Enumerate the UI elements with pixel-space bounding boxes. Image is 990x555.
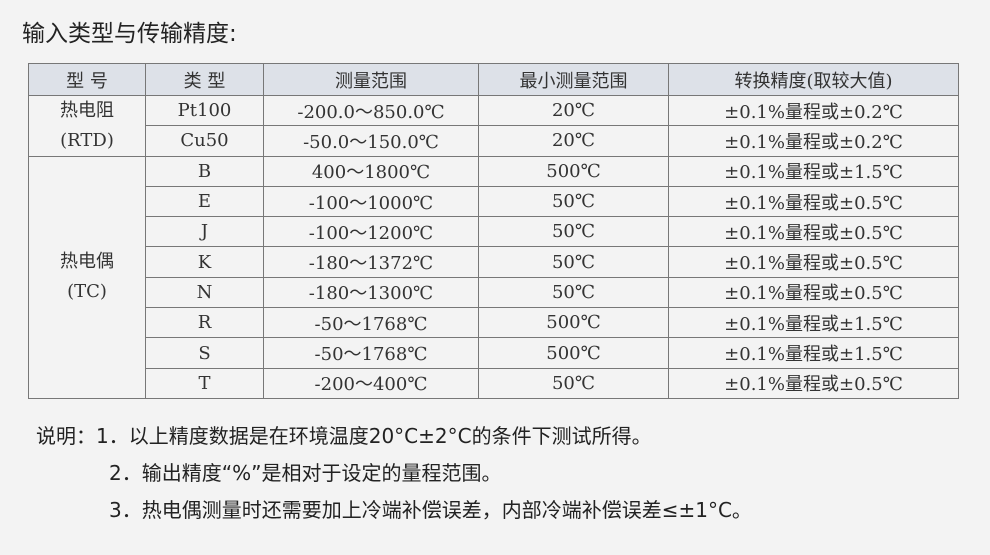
range-cell: -100～1200℃: [263, 216, 479, 248]
accuracy-cell: ±0.1%量程或±0.5℃: [668, 367, 959, 399]
model-name: 热电偶: [60, 251, 114, 273]
page-title: 输入类型与传输精度:: [22, 21, 237, 47]
model-abbr: (RTD): [60, 129, 114, 151]
min-range-cell: 50℃: [478, 246, 669, 278]
min-range-cell: 20℃: [478, 125, 669, 157]
range-cell: 400～1800℃: [263, 155, 479, 187]
accuracy-cell: ±0.1%量程或±0.5℃: [668, 246, 959, 278]
type-cell: T: [145, 367, 264, 399]
type-cell: J: [145, 216, 264, 248]
min-range-cell: 500℃: [478, 307, 669, 339]
header-accuracy: 转换精度(取较大值): [668, 63, 959, 96]
model-cell: 热电阻 (RTD): [28, 95, 146, 157]
table-header-row: 型 号 类 型 测量范围 最小测量范围 转换精度(取较大值): [28, 63, 959, 96]
table-row: 热电偶 (TC) B 400～1800℃ 500℃ ±0.1%量程或±1.5℃: [28, 155, 959, 399]
accuracy-cell: ±0.1%量程或±1.5℃: [668, 307, 959, 339]
table-row: Cu50 -50.0～150.0℃ 20℃ ±0.1%量程或±0.2℃: [29, 125, 959, 157]
note-item: 1．以上精度数据是在环境温度20°C±2°C的条件下测试所得。: [96, 424, 652, 448]
table-row: E -100～1000℃ 50℃ ±0.1%量程或±0.5℃: [29, 185, 959, 218]
accuracy-cell: ±0.1%量程或±0.2℃: [668, 125, 959, 157]
notes: 说明：1．以上精度数据是在环境温度20°C±2°C的条件下测试所得。 2．输出精…: [36, 418, 752, 529]
model-name: 热电阻: [60, 99, 114, 121]
header-model: 型 号: [28, 63, 146, 96]
accuracy-cell: ±0.1%量程或±1.5℃: [668, 337, 959, 369]
input-type-table: 型 号 类 型 测量范围 最小测量范围 转换精度(取较大值) 热电阻 (RTD) P…: [28, 63, 959, 399]
accuracy-cell: ±0.1%量程或±0.2℃: [668, 94, 959, 127]
range-cell: -50.0～150.0℃: [263, 125, 479, 157]
min-range-cell: 500℃: [478, 155, 669, 187]
min-range-cell: 20℃: [478, 94, 669, 127]
min-range-cell: 50℃: [478, 367, 669, 399]
range-cell: -200～400℃: [263, 367, 479, 399]
min-range-cell: 50℃: [478, 216, 669, 248]
type-cell: Pt100: [145, 94, 264, 127]
notes-label: 说明：: [36, 424, 96, 448]
range-cell: -100～1000℃: [263, 185, 479, 218]
table-row: S -50～1768℃ 500℃ ±0.1%量程或±1.5℃: [29, 337, 959, 369]
accuracy-cell: ±0.1%量程或±1.5℃: [668, 155, 959, 187]
accuracy-cell: ±0.1%量程或±0.5℃: [668, 276, 959, 309]
range-cell: -180～1372℃: [263, 246, 479, 278]
model-cell: 热电偶 (TC): [28, 155, 146, 399]
table-row: J -100～1200℃ 50℃ ±0.1%量程或±0.5℃: [29, 216, 959, 248]
range-cell: -180～1300℃: [263, 276, 479, 309]
table-row: N -180～1300℃ 50℃ ±0.1%量程或±0.5℃: [29, 276, 959, 309]
model-abbr: (TC): [67, 281, 107, 303]
type-cell: K: [145, 246, 264, 278]
range-cell: -200.0～850.0℃: [263, 94, 479, 127]
type-cell: B: [145, 155, 264, 187]
accuracy-cell: ±0.1%量程或±0.5℃: [668, 216, 959, 248]
type-cell: S: [145, 337, 264, 369]
note-item: 2．输出精度“%”是相对于设定的量程范围。: [109, 461, 502, 485]
type-cell: N: [145, 276, 264, 309]
header-min-range: 最小测量范围: [478, 63, 669, 96]
header-range: 测量范围: [263, 63, 479, 96]
table-row: R -50～1768℃ 500℃ ±0.1%量程或±1.5℃: [29, 307, 959, 339]
type-cell: R: [145, 307, 264, 339]
accuracy-cell: ±0.1%量程或±0.5℃: [668, 185, 959, 218]
min-range-cell: 50℃: [478, 276, 669, 309]
range-cell: -50～1768℃: [263, 337, 479, 369]
type-cell: Cu50: [145, 125, 264, 157]
note-item: 3．热电偶测量时还需要加上冷端补偿误差，内部冷端补偿误差≤±1°C。: [109, 498, 752, 522]
range-cell: -50～1768℃: [263, 307, 479, 339]
min-range-cell: 500℃: [478, 337, 669, 369]
table-row: 热电阻 (RTD) Pt100 -200.0～850.0℃ 20℃ ±0.1%量程或±0.…: [28, 94, 959, 157]
min-range-cell: 50℃: [478, 185, 669, 218]
header-type: 类 型: [145, 63, 264, 96]
table-row: T -200～400℃ 50℃ ±0.1%量程或±0.5℃: [29, 367, 959, 399]
table-row: K -180～1372℃ 50℃ ±0.1%量程或±0.5℃: [29, 246, 959, 278]
type-cell: E: [145, 185, 264, 218]
